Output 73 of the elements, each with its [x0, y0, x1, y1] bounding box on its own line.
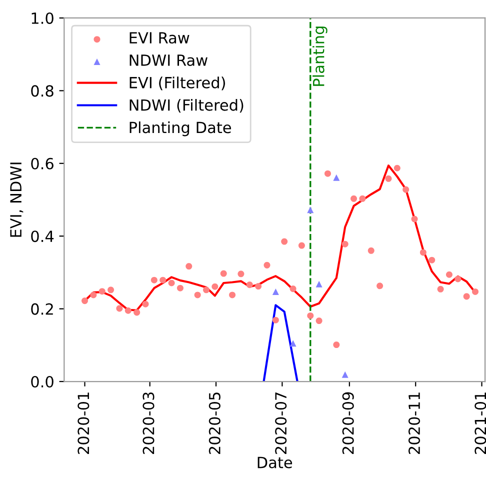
point	[264, 262, 270, 268]
point	[376, 282, 384, 290]
legend-label: EVI (Filtered)	[130, 76, 225, 90]
x-tick-label: 2020-11	[408, 392, 420, 454]
y-tick-label: 0.0	[31, 376, 54, 388]
point	[446, 271, 452, 278]
x-tick-label: 2020-05	[208, 392, 220, 454]
point	[124, 307, 132, 314]
point	[454, 276, 462, 282]
point	[342, 240, 348, 248]
point	[324, 170, 331, 177]
y-tick-label: 0.8	[31, 85, 54, 97]
point	[160, 276, 166, 284]
point	[411, 216, 418, 222]
point	[437, 286, 444, 292]
y-tick-label: 0.2	[31, 303, 53, 315]
point	[333, 174, 340, 181]
point	[420, 249, 426, 256]
legend-label: Planting Date	[130, 121, 231, 136]
point	[246, 282, 253, 288]
legend-label: EVI Raw	[130, 32, 190, 44]
point	[272, 316, 279, 324]
point	[385, 175, 392, 182]
point	[82, 298, 88, 304]
point	[168, 280, 175, 286]
point	[342, 371, 348, 378]
point	[186, 263, 192, 270]
point	[463, 293, 470, 300]
point	[333, 342, 340, 348]
y-tick-label: 1.0	[32, 12, 54, 24]
point	[134, 309, 140, 316]
point	[108, 286, 114, 294]
x-axis-title: Date	[258, 456, 292, 468]
point	[316, 280, 322, 288]
point	[316, 318, 322, 324]
point	[176, 284, 184, 292]
x-tick-label: 2020-01	[78, 392, 90, 454]
point	[90, 292, 97, 298]
y-tick-label: 0.6	[31, 158, 54, 170]
point	[290, 340, 296, 347]
annotation: Planting	[312, 26, 328, 86]
point	[307, 312, 314, 319]
point	[255, 283, 262, 290]
point	[290, 286, 296, 292]
point	[238, 270, 244, 278]
point	[220, 270, 227, 277]
point	[298, 242, 305, 249]
point	[281, 238, 288, 245]
point	[368, 247, 374, 254]
legend-label: NDWI Raw	[130, 54, 208, 66]
point	[98, 288, 106, 295]
point	[428, 256, 436, 264]
point	[472, 288, 479, 295]
point	[307, 206, 314, 214]
point	[350, 195, 358, 202]
x-tick-label: 2020-09	[342, 392, 354, 454]
point	[194, 292, 201, 298]
point	[402, 186, 410, 193]
point	[142, 300, 149, 308]
x-tick-label: 2021-01	[474, 392, 486, 454]
point	[150, 276, 158, 284]
y-axis-title: EVI, NDWI	[10, 162, 24, 237]
x-tick-label: 2020-03	[142, 392, 154, 454]
point	[202, 286, 210, 294]
point	[394, 164, 400, 172]
point	[272, 288, 279, 295]
point	[229, 292, 236, 298]
y-tick-label: 0.4	[31, 230, 54, 242]
x-tick-label: 2020-07	[275, 392, 287, 454]
legend-label: NDWI (Filtered)	[130, 99, 244, 113]
point	[359, 195, 366, 202]
point	[212, 283, 218, 290]
point	[116, 305, 123, 312]
